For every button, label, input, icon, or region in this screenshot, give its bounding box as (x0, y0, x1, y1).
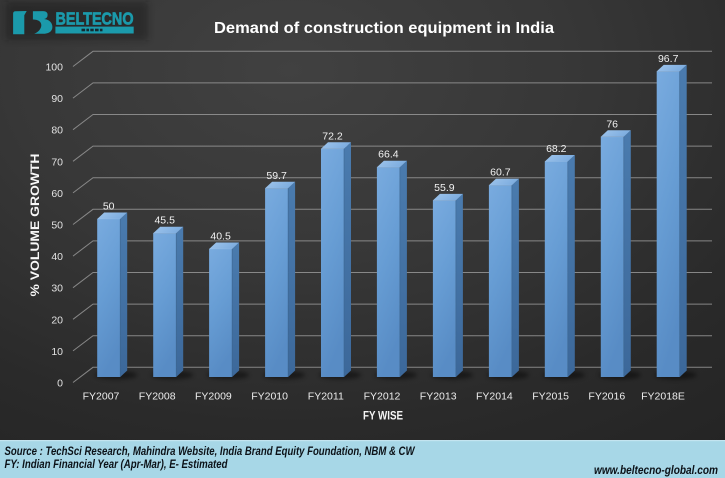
svg-text:FY2014: FY2014 (476, 391, 513, 403)
svg-text:59.7: 59.7 (266, 170, 287, 182)
svg-text:FY2015: FY2015 (532, 391, 569, 403)
svg-text:www.beltecno-global.com: www.beltecno-global.com (594, 463, 718, 477)
svg-text:BELTECNO: BELTECNO (56, 8, 134, 28)
svg-text:20: 20 (51, 314, 63, 326)
svg-text:70: 70 (51, 156, 63, 168)
svg-text:76: 76 (606, 118, 618, 130)
svg-text:40: 40 (51, 251, 63, 263)
svg-text:FY2011: FY2011 (308, 391, 344, 403)
svg-text:66.4: 66.4 (378, 149, 399, 161)
svg-text:FY: Indian Financial Year (Apr: FY: Indian Financial Year (Apr-Mar), E- … (5, 459, 229, 471)
svg-text:FY WISE: FY WISE (363, 408, 403, 422)
svg-text:10: 10 (51, 346, 63, 358)
svg-text:80: 80 (51, 125, 63, 137)
svg-text:50: 50 (51, 220, 63, 232)
svg-text:FY2013: FY2013 (420, 391, 457, 403)
svg-text:40.5: 40.5 (210, 231, 231, 243)
svg-text:45.5: 45.5 (154, 215, 175, 227)
svg-text:FY2007: FY2007 (83, 391, 120, 403)
svg-text:FY2018E: FY2018E (641, 391, 685, 403)
svg-text:50: 50 (103, 201, 115, 213)
svg-text:72.2: 72.2 (322, 130, 343, 142)
svg-text:Source : TechSci Research, Mah: Source : TechSci Research, Mahindra Webs… (5, 446, 416, 458)
svg-text:FY2012: FY2012 (364, 391, 401, 403)
svg-text:FY2010: FY2010 (251, 391, 288, 403)
svg-text:90: 90 (51, 93, 63, 105)
svg-text:FY2009: FY2009 (195, 391, 232, 403)
svg-text:FY2016: FY2016 (588, 391, 625, 403)
svg-text:60: 60 (51, 188, 63, 200)
svg-text:60.7: 60.7 (490, 167, 511, 179)
svg-text:FY2008: FY2008 (139, 391, 176, 403)
svg-text:% VOLUME GROWTH: % VOLUME GROWTH (30, 154, 42, 297)
svg-text:0: 0 (57, 378, 63, 390)
svg-text:30: 30 (51, 283, 63, 295)
svg-text:96.7: 96.7 (658, 53, 679, 65)
svg-text:55.9: 55.9 (434, 182, 455, 194)
svg-text:Demand of construction equipme: Demand of construction equipment in Indi… (214, 20, 554, 37)
svg-text:68.2: 68.2 (546, 143, 567, 155)
svg-text:100: 100 (45, 62, 63, 74)
